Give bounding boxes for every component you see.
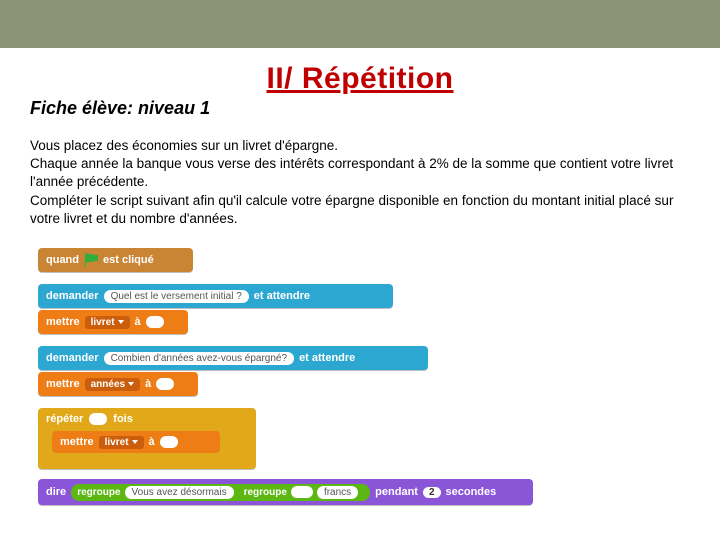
page-title: II/ Répétition [30,62,690,96]
for-label: pendant [375,486,418,498]
to-label: à [135,316,141,328]
when-label: quand [46,254,79,266]
body-text: Vous placez des économies sur un livret … [30,137,690,228]
join-text-2: francs [317,486,358,499]
repeat-head: répéter fois [38,411,256,429]
join-text-1: Vous avez désormais [125,486,234,499]
empty-value-2 [156,378,174,390]
var-slot-livret-1: livret [85,316,130,329]
seconds-label: secondes [446,486,497,498]
join-outer: regroupe Vous avez désormais regroupe fr… [71,484,370,501]
repeat-label: répéter [46,413,83,425]
top-banner [0,0,720,48]
ask-label: demander [46,290,99,302]
join-empty [291,486,313,498]
say-block: dire regroupe Vous avez désormais regrou… [38,479,533,505]
seconds-value: 2 [423,487,441,498]
wait-label: et attendre [254,290,310,302]
body-line-2: Chaque année la banque vous verse des in… [30,155,690,191]
body-line-3: Compléter le script suivant afin qu'il c… [30,192,690,228]
wait-label-2: et attendre [299,352,355,364]
set-label: mettre [46,316,80,328]
set-block-3: mettre livret à [52,431,220,453]
join-inner: regroupe francs [238,485,365,500]
body-line-1: Vous placez des économies sur un livret … [30,137,690,155]
repeat-body: mettre livret à [52,429,256,457]
ask-block-1: demander Quel est le versement initial ?… [38,284,393,308]
dropdown-icon [118,320,124,324]
green-flag-icon [84,253,98,267]
ask-question-1: Quel est le versement initial ? [104,290,249,303]
set-label-3: mettre [60,436,94,448]
empty-value-1 [146,316,164,328]
times-label: fois [113,413,133,425]
ask-label-2: demander [46,352,99,364]
clicked-label: est cliqué [103,254,154,266]
set-block-2: mettre années à [38,372,198,396]
to-label-3: à [149,436,155,448]
join-label-1: regroupe [77,487,120,498]
dropdown-icon [128,382,134,386]
join-label-2: regroupe [244,487,287,498]
repeat-block: répéter fois mettre livret à [38,408,256,469]
ask-block-2: demander Combien d'années avez-vous épar… [38,346,428,370]
var-slot-livret-2: livret [99,436,144,449]
dropdown-icon [132,440,138,444]
empty-value-3 [160,436,178,448]
to-label-2: à [145,378,151,390]
ask-question-2: Combien d'années avez-vous épargné? [104,352,294,365]
repeat-count-empty [89,413,107,425]
var-slot-annees: années [85,378,140,391]
repeat-foot [38,457,256,469]
page-content: II/ Répétition Fiche élève: niveau 1 Vou… [0,48,720,505]
set-block-1: mettre livret à [38,310,188,334]
scratch-script: quand est cliqué demander Quel est le ve… [30,248,630,505]
page-subtitle: Fiche élève: niveau 1 [30,98,690,119]
event-when-flag-clicked: quand est cliqué [38,248,193,272]
set-label-2: mettre [46,378,80,390]
say-label: dire [46,486,66,498]
